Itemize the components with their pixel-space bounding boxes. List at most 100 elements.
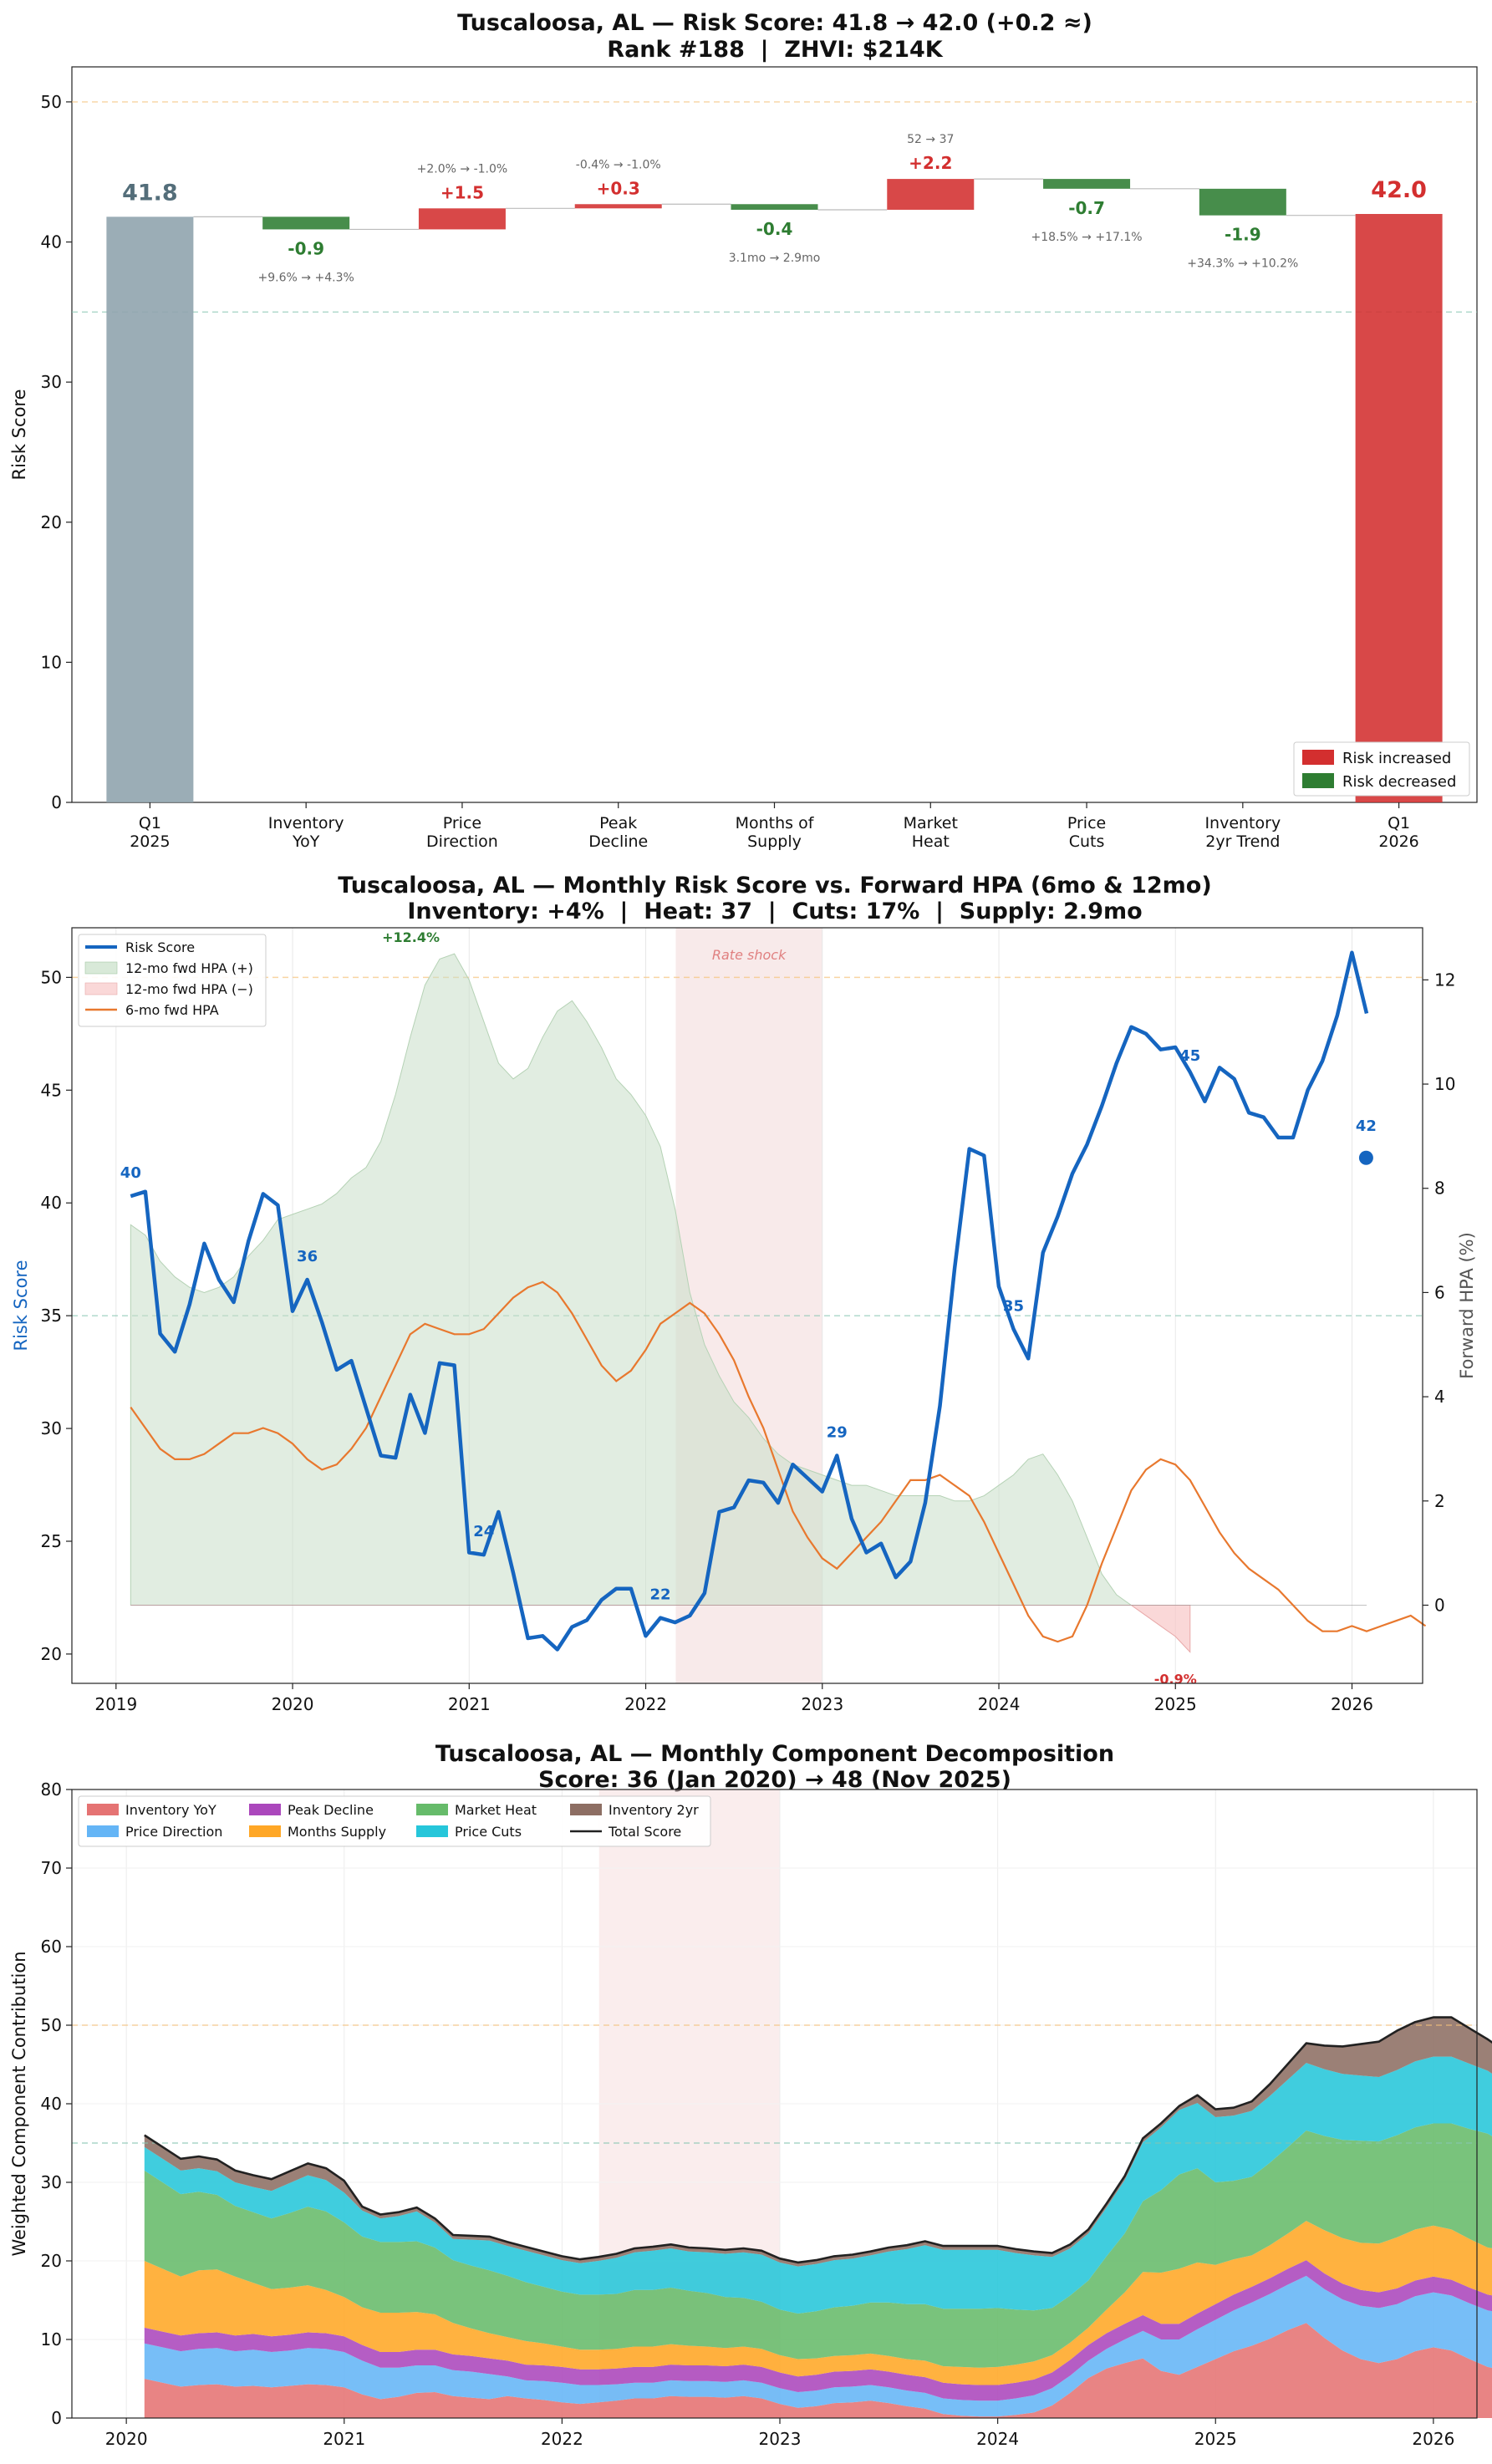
waterfall-bar-step (1199, 188, 1286, 216)
decomposition-y-tick-label: 80 (41, 1779, 62, 1800)
risk-y-ticks: 20 25 30 35 40 45 50 (41, 967, 72, 1664)
waterfall-reference-lines (72, 101, 1477, 313)
decomposition-x-tick-label: 2023 (759, 2429, 802, 2449)
waterfall-step-note: +18.5% → +17.1% (1031, 231, 1143, 244)
legend-swatch-peak-decline (249, 1804, 281, 1815)
waterfall-bar-step (887, 179, 975, 210)
legend-label-hpa12-neg: 12-mo fwd HPA (−) (125, 981, 253, 997)
peak-decline-area (144, 2260, 1492, 2401)
waterfall-x-label: Direction (426, 832, 498, 851)
hpa12-negative-area (130, 1604, 1191, 1653)
risk-y-tick-label: 30 (41, 1418, 62, 1438)
waterfall-bar-end (1355, 214, 1443, 802)
risk-y-axis-label: Risk Score (11, 1260, 31, 1351)
decomposition-x-tick-label: 2026 (1412, 2429, 1454, 2449)
waterfall-delta-label: -1.9 (1225, 225, 1261, 245)
legend-label-price-cuts: Price Cuts (455, 1824, 522, 1840)
decomposition-title: Tuscaloosa, AL — Monthly Component Decom… (435, 1741, 1114, 1767)
waterfall-x-label: Q1 (1388, 814, 1410, 832)
price-direction-area (144, 2275, 1492, 2417)
waterfall-x-label: Inventory (1204, 814, 1281, 832)
waterfall-delta-label: +1.5 (440, 182, 484, 202)
risk-hpa-x-tick-label: 2022 (624, 1694, 667, 1714)
legend-swatch-price-direction (87, 1825, 119, 1837)
risk-hpa-x-tick-label: 2021 (448, 1694, 491, 1714)
months-supply-area (144, 2221, 1492, 2385)
decomposition-y-tick-label: 30 (41, 2172, 62, 2192)
waterfall-delta-label: -0.7 (1068, 198, 1105, 218)
hpa-y-tick-label: 0 (1434, 1595, 1445, 1615)
waterfall-subtitle: Rank #188 | ZHVI: $214K (607, 37, 943, 63)
decomposition-x-tick-label: 2021 (323, 2429, 365, 2449)
risk-hpa-title: Tuscaloosa, AL — Monthly Risk Score vs. … (338, 873, 1211, 899)
legend-swatch-increase (1302, 750, 1334, 765)
risk-hpa-plot-area (71, 927, 1423, 1684)
risk-year-label: 24 (473, 1523, 494, 1540)
legend-label-hpa12-pos: 12-mo fwd HPA (+) (125, 960, 253, 976)
legend-swatch-decrease (1302, 773, 1334, 788)
hpa12-areas (130, 953, 1367, 1653)
waterfall-x-label: Peak (599, 814, 637, 832)
decomposition-y-tick-label: 50 (41, 2015, 62, 2035)
risk-year-label: 36 (297, 1248, 318, 1265)
risk-end-point (1358, 1150, 1373, 1165)
risk-hpa-x-tick-label: 2023 (801, 1694, 843, 1714)
total-score-line-group (144, 2016, 1492, 2264)
risk-hpa-x-tick-label: 2025 (1154, 1694, 1197, 1714)
legend-label-price-direction: Price Direction (125, 1824, 222, 1840)
waterfall-bars: 41.8 -0.9 +9.6% → +4.3% +1.5 +2.0% → -1.0% +0… (106, 133, 1443, 802)
waterfall-x-label: Inventory (268, 814, 344, 832)
risk-y-tick-label: 40 (41, 1193, 62, 1213)
legend-swatch-market-heat (416, 1804, 448, 1815)
waterfall-bar-step (1043, 179, 1131, 189)
hpa-y-tick-label: 8 (1434, 1179, 1445, 1199)
waterfall-x-label: Q1 (139, 814, 161, 832)
inventory-yoy-area (144, 2323, 1492, 2418)
decomposition-x-tick-label: 2024 (976, 2429, 1019, 2449)
market-heat-area (144, 2123, 1492, 2368)
waterfall-y-ticks: 0 10 20 30 40 50 (41, 92, 72, 812)
waterfall-step-note: +2.0% → -1.0% (417, 162, 508, 176)
waterfall-step-note: +9.6% → +4.3% (258, 271, 354, 284)
waterfall-step-note: 3.1mo → 2.9mo (729, 252, 821, 265)
risk-line-group (130, 950, 1373, 1652)
waterfall-chart: Tuscaloosa, AL — Risk Score: 41.8 → 42.0… (9, 10, 1478, 851)
decomposition-y-tick-label: 20 (41, 2251, 62, 2271)
waterfall-title: Tuscaloosa, AL — Risk Score: 41.8 → 42.0… (457, 10, 1092, 36)
waterfall-x-label: Decline (588, 832, 648, 851)
legend-label-increase: Risk increased (1342, 750, 1451, 767)
rate-shock-label: Rate shock (712, 947, 787, 963)
hpa-y-tick-label: 4 (1434, 1387, 1445, 1407)
legend-label-inventory-2yr: Inventory 2yr (609, 1802, 699, 1818)
hpa-y-tick-label: 6 (1434, 1282, 1445, 1302)
waterfall-y-axis-label: Risk Score (9, 389, 29, 480)
risk-score-line (130, 950, 1369, 1652)
decomposition-x-tick-label: 2025 (1194, 2429, 1237, 2449)
waterfall-x-label: YoY (292, 832, 320, 851)
decomposition-x-ticks: 2020 2021 2022 2023 2024 2025 2026 (105, 2418, 1454, 2449)
legend-swatch-months-supply (249, 1825, 281, 1837)
risk-y-tick-label: 25 (41, 1531, 62, 1551)
waterfall-step-note: +34.3% → +10.2% (1187, 257, 1298, 271)
total-score-line (144, 2016, 1492, 2264)
legend-swatch-price-cuts (416, 1825, 448, 1837)
decomposition-y-axis-label: Weighted Component Contribution (9, 1951, 29, 2256)
decomposition-y-tick-label: 10 (41, 2329, 62, 2349)
legend-label-decrease: Risk decreased (1342, 773, 1456, 791)
legend-label-hpa6: 6-mo fwd HPA (125, 1002, 219, 1018)
risk-hpa-subtitle: Inventory: +4% | Heat: 37 | Cuts: 17% | … (407, 899, 1142, 924)
waterfall-x-label: Price (443, 814, 481, 832)
waterfall-legend: Risk increased Risk decreased (1293, 741, 1470, 797)
decomposition-x-tick-label: 2022 (541, 2429, 583, 2449)
waterfall-bar-step (262, 216, 350, 230)
waterfall-y-tick-label: 20 (41, 512, 62, 532)
risk-hpa-x-tick-label: 2020 (272, 1694, 314, 1714)
legend-label-inventory-yoy: Inventory YoY (125, 1802, 216, 1818)
risk-hpa-x-ticks: 2019 2020 2021 2022 2023 2024 2025 2026 (94, 1683, 1373, 1714)
waterfall-x-label: Price (1067, 814, 1106, 832)
legend-label-total-score: Total Score (608, 1824, 681, 1840)
waterfall-step-note: 52 → 37 (907, 133, 954, 146)
legend-label-peak-decline: Peak Decline (288, 1802, 374, 1818)
waterfall-y-tick-label: 50 (41, 92, 62, 112)
